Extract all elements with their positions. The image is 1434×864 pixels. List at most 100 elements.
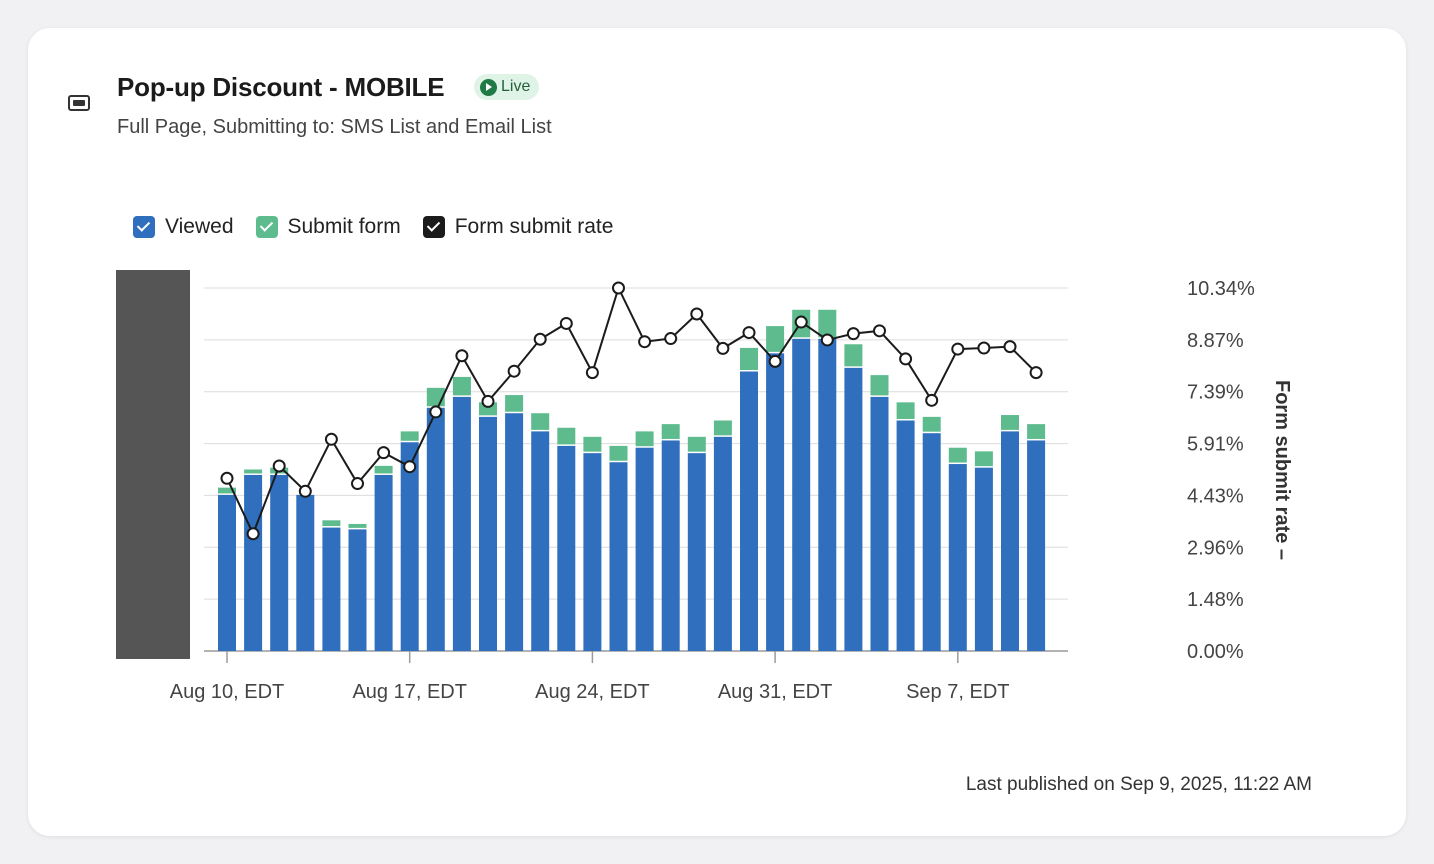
rate-point: [768, 354, 782, 368]
y-tick-label: 0.00%: [1187, 641, 1244, 663]
bar-viewed: [557, 445, 576, 651]
bar-viewed: [452, 396, 471, 651]
rate-point: [977, 341, 991, 355]
last-published-text: Last published on Sep 9, 2025, 11:22 AM: [965, 774, 1312, 795]
bar-submit-form: [713, 420, 732, 436]
legend-item-rate[interactable]: Form submit rate: [422, 215, 613, 239]
bar-viewed: [296, 494, 315, 651]
bar-viewed: [609, 462, 628, 651]
bar-submit-form: [583, 436, 602, 452]
bar-submit-form: [844, 344, 863, 367]
bar-viewed: [218, 494, 236, 651]
bar-submit-form: [348, 523, 367, 528]
legend-item-viewed[interactable]: Viewed: [133, 215, 234, 239]
bar-viewed: [844, 367, 863, 651]
bar-submit-form: [896, 402, 915, 419]
bar-viewed: [974, 467, 993, 651]
bar-viewed: [426, 407, 445, 651]
checkbox-viewed[interactable]: [133, 216, 155, 238]
bar-submit-form: [766, 326, 785, 352]
bar-submit-form: [531, 413, 550, 430]
rate-point: [1003, 340, 1017, 354]
bar-viewed: [818, 338, 837, 651]
bar-viewed: [583, 453, 602, 651]
legend-label-viewed: Viewed: [165, 215, 234, 238]
bar-submit-form: [609, 445, 628, 461]
rate-point: [246, 527, 260, 541]
bar-viewed: [505, 413, 524, 651]
bar-viewed: [244, 474, 263, 651]
bar-viewed: [479, 416, 497, 651]
bar-viewed: [740, 371, 758, 651]
bar-viewed: [896, 420, 915, 651]
rate-point: [638, 335, 652, 349]
bar-viewed: [270, 474, 289, 651]
rate-point: [925, 393, 939, 407]
rate-line: [226, 285, 1037, 537]
rate-point: [690, 307, 704, 321]
bar-viewed: [870, 396, 889, 651]
performance-chart: 0.00% 1.48% 2.96% 4.43% 5.91% 7.39% 8.87% 10.34…: [116, 270, 1293, 703]
bar-submit-form: [922, 416, 941, 432]
bar-submit-form: [635, 431, 654, 447]
legend-item-submit[interactable]: Submit form: [255, 215, 401, 239]
form-card: Pop-up Discount - MOBILE Live Full Page,…: [28, 28, 1406, 836]
rate-point: [507, 364, 521, 378]
bar-viewed: [348, 529, 367, 651]
y-tick-label: 8.87%: [1187, 330, 1244, 352]
rate-point: [272, 459, 286, 473]
bar-submit-form: [948, 447, 967, 463]
x-tick-label: Aug 31, EDT: [718, 681, 833, 703]
status-label: Live: [501, 78, 531, 95]
x-tick-label: Sep 7, EDT: [906, 681, 1009, 703]
bar-viewed: [1027, 440, 1046, 651]
rate-point: [612, 281, 625, 295]
y-tick-label: 1.48%: [1187, 589, 1244, 611]
y-tick-label: 2.96%: [1187, 537, 1244, 559]
hover-overlay: [116, 270, 190, 659]
bar-submit-form: [687, 436, 706, 452]
rate-point: [403, 460, 417, 474]
bar-viewed: [766, 353, 785, 651]
bar-viewed: [661, 440, 680, 651]
bar-viewed: [713, 436, 732, 651]
rate-point: [585, 366, 599, 380]
bar-submit-form: [1027, 424, 1046, 439]
rate-point: [455, 349, 469, 363]
rate-point: [559, 316, 573, 330]
rate-point: [873, 324, 886, 338]
bar-submit-form: [557, 427, 576, 445]
rate-point: [899, 352, 913, 366]
y-tick-label: 5.91%: [1187, 434, 1244, 456]
form-subtitle: Full Page, Submitting to: SMS List and E…: [117, 116, 552, 138]
rate-point: [1029, 366, 1043, 380]
y-tick-label: 7.39%: [1187, 382, 1244, 404]
bar-submit-form: [374, 465, 393, 474]
rate-point: [533, 332, 547, 346]
rate-point: [794, 315, 808, 329]
bar-submit-form: [870, 375, 889, 396]
checkbox-submit-form[interactable]: [255, 216, 278, 238]
rate-point: [324, 432, 338, 446]
rate-point: [298, 484, 312, 498]
rate-point: [820, 333, 834, 347]
rate-point: [716, 341, 730, 355]
bar-viewed: [635, 447, 654, 651]
checkbox-form-submit-rate[interactable]: [422, 216, 445, 238]
x-tick-label: Aug 24, EDT: [535, 681, 650, 703]
bar-submit-form: [974, 451, 993, 467]
status-badge: Live: [474, 74, 540, 100]
form-icon: [68, 95, 90, 111]
rate-point: [429, 405, 443, 419]
form-title[interactable]: Pop-up Discount - MOBILE: [117, 72, 445, 102]
y-axis-title: Form submit rate –: [1271, 380, 1293, 560]
rate-point: [742, 326, 756, 340]
legend-label-submit: Submit form: [287, 215, 401, 238]
bar-submit-form: [505, 395, 524, 412]
bar-submit-form: [661, 424, 680, 439]
bar-submit-form: [244, 469, 263, 474]
bar-viewed: [922, 433, 941, 651]
x-tick-label: Aug 10, EDT: [170, 681, 285, 703]
rate-point: [951, 342, 965, 356]
x-tick-label: Aug 17, EDT: [352, 681, 467, 703]
